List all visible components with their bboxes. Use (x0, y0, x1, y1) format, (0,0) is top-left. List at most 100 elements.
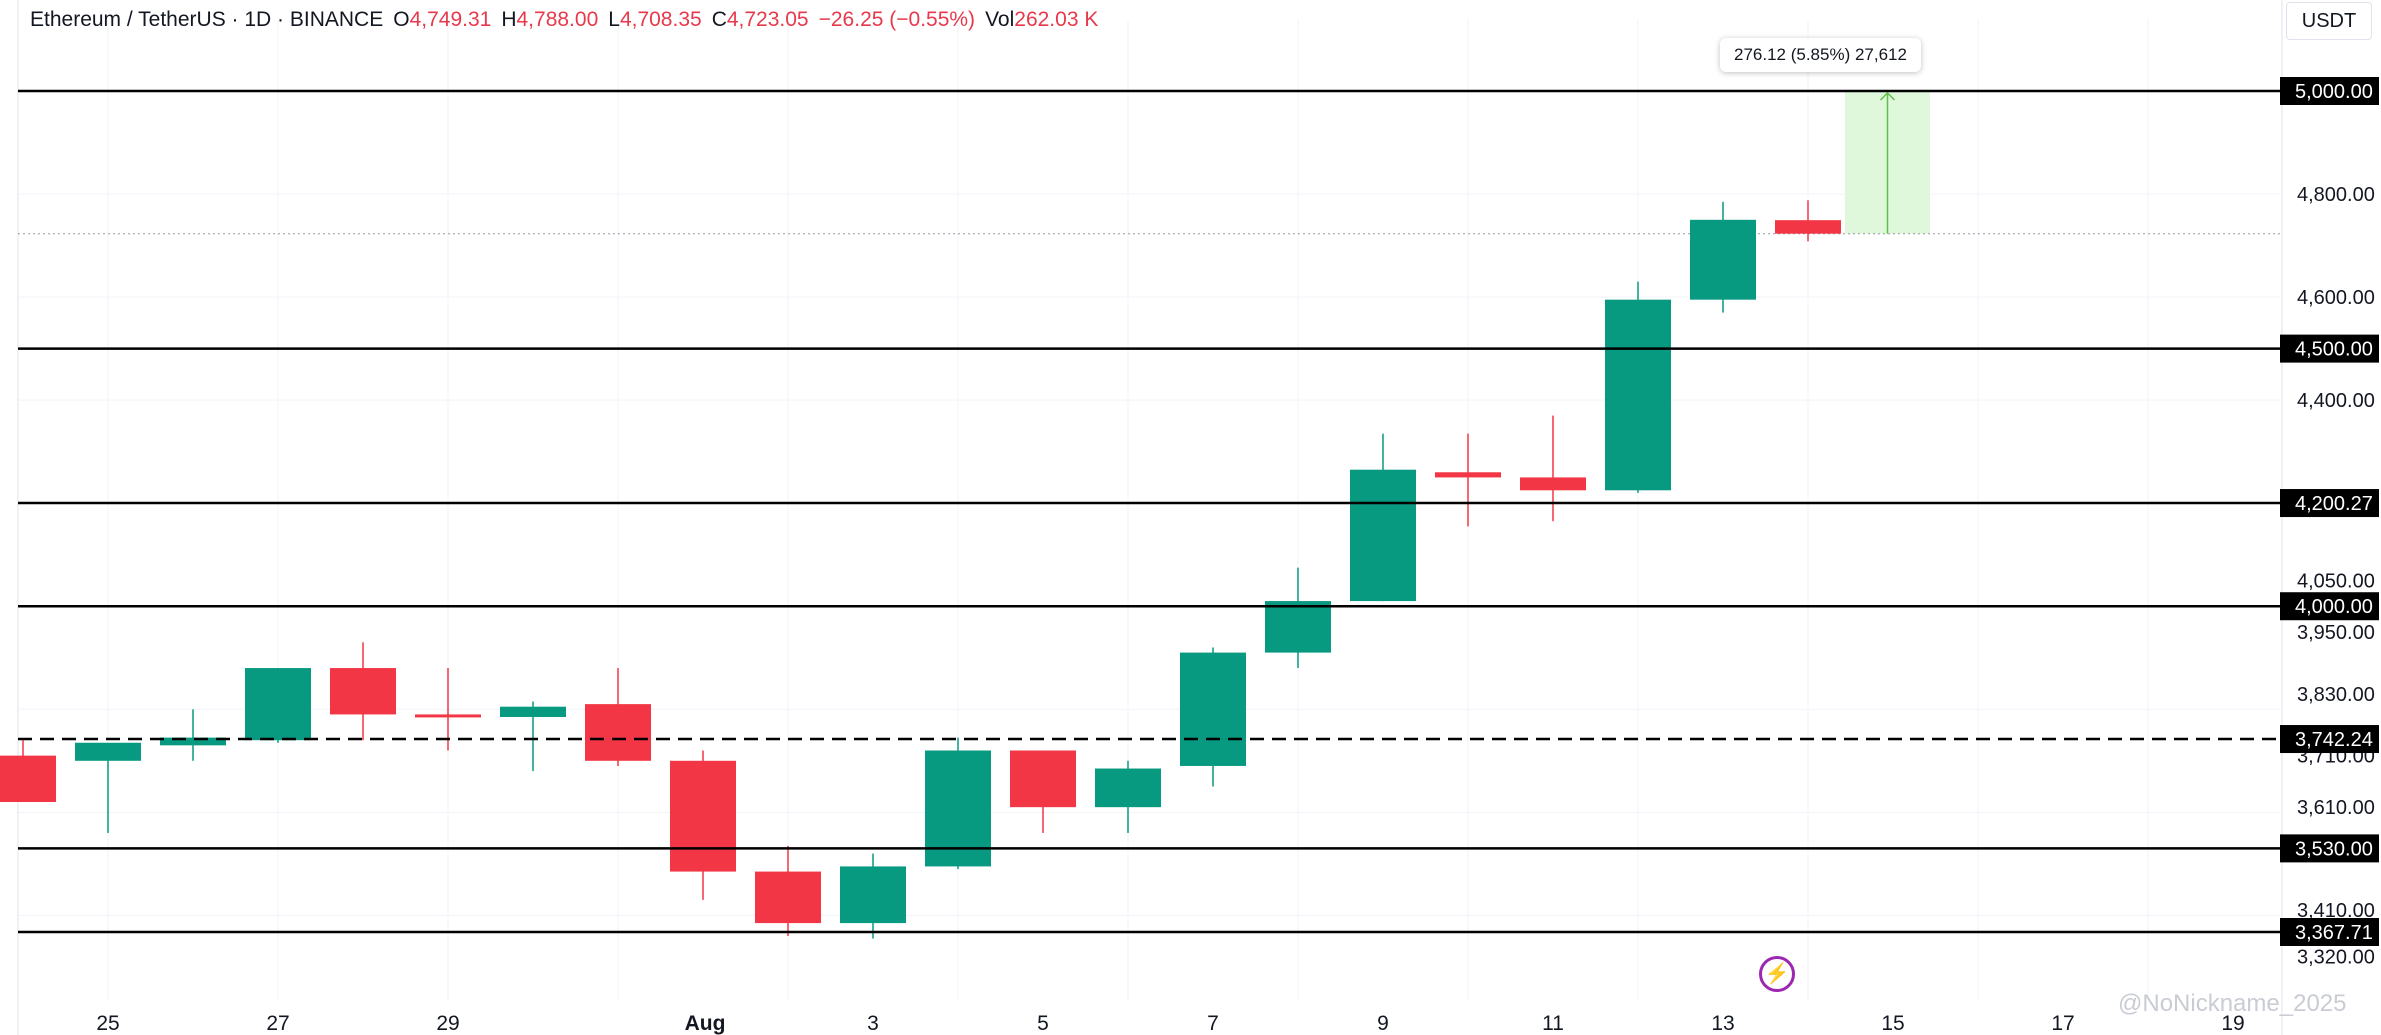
candle-body (1095, 768, 1161, 808)
y-axis-tick-label: 3,610.00 (2297, 797, 2375, 819)
candle-body (840, 866, 906, 924)
x-axis-tick-label: 29 (436, 1012, 459, 1035)
x-axis-tick-label: 15 (1881, 1012, 1904, 1035)
candle-body (1180, 652, 1246, 766)
symbol-title[interactable]: Ethereum / TetherUS · 1D · BINANCE (30, 8, 384, 31)
x-axis-tick-label: 7 (1207, 1012, 1219, 1035)
level-label-text: 4,200.27 (2295, 493, 2373, 515)
level-label-bg (2280, 725, 2379, 754)
candle-body (755, 871, 821, 924)
x-axis-tick-label: 11 (1542, 1012, 1564, 1035)
candle-aug-8 (1265, 567, 1331, 669)
x-axis-tick-label: 25 (96, 1012, 119, 1035)
candle-body (1010, 750, 1076, 808)
x-axis-tick-label: Aug (685, 1012, 726, 1035)
candle-aug-12 (1605, 281, 1671, 493)
measure-arrow-head (1879, 91, 1896, 101)
candle-aug-3 (840, 853, 906, 939)
y-axis-tick-label: 4,400.00 (2297, 390, 2375, 412)
y-axis-tick-label: 3,320.00 (2297, 947, 2375, 969)
candle-aug-9 (1350, 433, 1416, 602)
volume-label: Vol (985, 8, 1015, 31)
x-axis-tick-label: 17 (2051, 1012, 2074, 1035)
level-label-bg (2280, 592, 2379, 621)
candle-aug-14 (1775, 200, 1841, 242)
candle-aug-4 (925, 737, 991, 869)
candle-aug-10 (1435, 433, 1501, 527)
level-label-text: 5,000.00 (2295, 81, 2373, 103)
candle-body (1265, 601, 1331, 653)
candle-body (330, 668, 396, 715)
level-label-text: 4,500.00 (2295, 339, 2373, 361)
y-axis-tick-label: 3,410.00 (2297, 900, 2375, 922)
candle-aug-13 (1690, 201, 1756, 313)
candle-jul-29 (415, 668, 481, 751)
candle-body (245, 668, 311, 741)
candle-jul-24 (0, 740, 56, 803)
candle-body (1435, 472, 1501, 478)
y-axis-tick-label: 4,600.00 (2297, 287, 2375, 309)
level-label-text: 3,742.24 (2295, 729, 2373, 751)
candle-aug-1 (670, 750, 736, 900)
x-axis-tick-label: 13 (1711, 1012, 1734, 1035)
open-label: O (393, 8, 410, 31)
lightning-bolt-icon[interactable]: ⚡ (1759, 956, 1795, 992)
close-value: 4,723.05 (726, 8, 809, 31)
level-label-text: 4,000.00 (2295, 596, 2373, 618)
x-axis-tick-label: 5 (1037, 1012, 1049, 1035)
y-axis-tick-label: 3,950.00 (2297, 622, 2375, 644)
symbol-legend: Ethereum / TetherUS · 1D · BINANCE O 4,74… (30, 6, 1098, 34)
measure-tooltip: 276.12 (5.85%) 27,612 (1720, 38, 1921, 72)
currency-unit-button[interactable]: USDT (2286, 2, 2372, 40)
candle-body (670, 760, 736, 872)
level-label-bg (2280, 334, 2379, 363)
candle-body (585, 704, 651, 761)
candle-body (1605, 299, 1671, 491)
candle-jul-25 (75, 742, 141, 833)
level-label-text: 3,530.00 (2295, 838, 2373, 860)
x-axis-tick-label: 19 (2221, 1012, 2244, 1035)
candle-aug-6 (1095, 760, 1161, 833)
open-value: 4,749.31 (409, 8, 492, 31)
low-label: L (608, 8, 620, 31)
level-label-bg (2280, 834, 2379, 863)
candle-body (75, 742, 141, 761)
candle-body (160, 737, 226, 746)
level-label-bg (2280, 77, 2379, 105)
candle-body (1520, 477, 1586, 491)
candle-aug-7 (1180, 647, 1246, 787)
candle-aug-5 (1010, 750, 1076, 833)
candle-aug-2 (755, 845, 821, 936)
candle-body (0, 755, 56, 803)
y-axis-tick-label: 4,800.00 (2297, 184, 2375, 206)
change-value: −26.25 (−0.55%) (818, 8, 976, 31)
x-axis-tick-label: 3 (867, 1012, 879, 1035)
candle-jul-28 (330, 642, 396, 741)
watermark: @NoNickname_2025 (2118, 990, 2347, 1017)
y-axis-tick-label: 4,050.00 (2297, 570, 2375, 592)
candle-jul-31 (585, 668, 651, 766)
candle-body (1690, 219, 1756, 300)
candle-body (500, 706, 566, 718)
candle-body (1350, 469, 1416, 602)
y-axis-tick-label: 3,830.00 (2297, 684, 2375, 706)
candle-jul-27 (245, 668, 311, 743)
level-label-bg (2280, 489, 2379, 518)
candle-jul-30 (500, 701, 566, 772)
level-label-bg (2280, 918, 2379, 946)
volume-value: 262.03 K (1014, 8, 1099, 31)
x-axis-tick-label: 27 (266, 1012, 289, 1035)
candle-aug-11 (1520, 415, 1586, 522)
level-label-text: 3,367.71 (2295, 922, 2373, 944)
candle-body (1775, 220, 1841, 234)
high-value: 4,788.00 (516, 8, 599, 31)
candle-jul-26 (160, 709, 226, 761)
close-label: C (711, 8, 727, 31)
high-label: H (501, 8, 517, 31)
x-axis-tick-label: 9 (1377, 1012, 1389, 1035)
candle-body (415, 714, 481, 718)
candle-body (925, 750, 991, 867)
low-value: 4,708.35 (619, 8, 702, 31)
